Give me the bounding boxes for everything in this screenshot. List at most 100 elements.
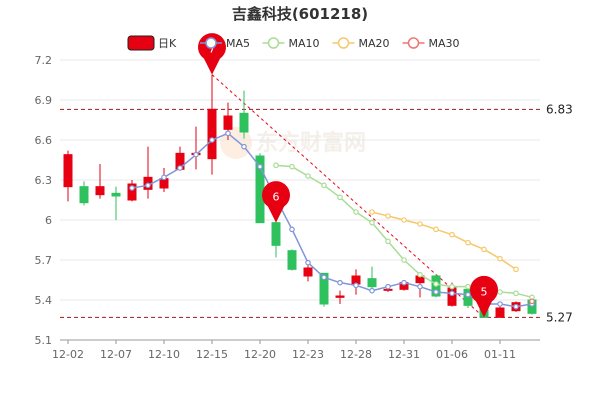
ma-point (401, 217, 407, 223)
y-tick-label: 5.1 (35, 334, 53, 347)
legend-marker-icon (337, 37, 350, 49)
x-tick-label: 12-20 (244, 348, 276, 361)
ma-point (353, 209, 359, 215)
candle-body (223, 115, 233, 130)
candle (95, 164, 105, 199)
ma-point (497, 289, 503, 295)
ma-series-ma20 (369, 209, 519, 273)
ma-point (433, 289, 439, 295)
legend-marker-icon (205, 37, 217, 49)
ma-point (193, 151, 199, 158)
marker-pin-icon (470, 275, 499, 318)
ma-series-ma10 (273, 162, 535, 301)
candle-body (335, 295, 345, 298)
candle-body (95, 186, 105, 196)
ma-point (401, 279, 407, 286)
candle (367, 266, 377, 290)
ma-point (417, 221, 423, 227)
ma-point (145, 182, 151, 189)
legend-label: MA5 (226, 37, 250, 50)
ma-point (417, 271, 423, 278)
candle (207, 74, 217, 175)
ma-point (497, 255, 503, 262)
ma-point (225, 130, 231, 137)
x-tick-label: 12-15 (196, 348, 228, 361)
y-axis: 5.1 5.4 5.7 6 6.3 6.6 6.9 7.2 (35, 54, 53, 347)
candle (335, 290, 345, 304)
x-tick-label: 12-07 (100, 348, 132, 361)
candle (351, 269, 361, 295)
x-tick-label: 12-10 (148, 348, 180, 361)
x-tick-label: 12-23 (292, 348, 324, 361)
candle (63, 150, 73, 202)
chart-title: 吉鑫科技(601218) (232, 5, 368, 23)
x-tick-label: 12-02 (52, 348, 84, 361)
legend-label: 日K (158, 37, 177, 50)
ma-point (417, 283, 423, 290)
ma-point (273, 162, 279, 169)
ma-point (369, 209, 375, 215)
legend-label: MA20 (359, 37, 390, 50)
candle-body (79, 186, 89, 204)
ma-point (289, 163, 295, 170)
ma-point (481, 246, 487, 253)
ma-point (129, 185, 135, 191)
legend-label: MA10 (289, 37, 320, 50)
ma-point (513, 290, 519, 297)
candle (143, 146, 153, 199)
ma-point (241, 143, 247, 150)
candle-body (383, 288, 393, 291)
ma-point (305, 173, 311, 179)
ma-point (513, 303, 519, 310)
candle-body (271, 222, 281, 246)
candle-body (207, 108, 217, 160)
marker-pin-icon (262, 181, 290, 223)
reference-lines: 6.83 5.27 (60, 102, 573, 324)
candle-body (127, 183, 137, 201)
ma-point (209, 137, 215, 143)
reference-label: 6.83 (546, 102, 573, 116)
legend-label: MA30 (429, 37, 460, 50)
ma-point (449, 290, 455, 297)
legend-marker-icon (267, 37, 280, 49)
candle (271, 218, 281, 258)
trend-line-path (211, 74, 485, 318)
ma-point (465, 283, 471, 290)
candle-body (495, 307, 505, 318)
legend-item: MA5 (200, 37, 250, 50)
candle-body (239, 112, 249, 133)
ma-point (289, 226, 295, 233)
ma-point (513, 266, 519, 273)
candle-body (303, 267, 313, 277)
y-tick-label: 6.6 (35, 134, 53, 147)
ma-point (449, 231, 455, 238)
ma-point (433, 281, 439, 287)
ma-point (257, 163, 263, 170)
y-tick-label: 6.9 (35, 94, 53, 107)
ma-point (369, 287, 375, 294)
x-tick-label: 12-31 (388, 348, 420, 361)
ma-line (371, 211, 517, 270)
y-tick-label: 6 (45, 214, 52, 227)
marker-label: 6 (273, 191, 280, 204)
candle (191, 126, 201, 170)
x-tick-label: 01-06 (436, 348, 468, 361)
legend-candle-icon (127, 35, 155, 51)
ma-series-ma30 (529, 298, 535, 305)
reference-label: 5.27 (546, 310, 573, 324)
ma-point (321, 182, 327, 189)
ma-point (465, 239, 471, 246)
x-tick-label: 01-11 (484, 348, 516, 361)
legend-item: MA20 (332, 37, 390, 50)
ma-point (337, 279, 343, 286)
legend-item: MA10 (262, 37, 320, 50)
legend: 日K MA5 MA10 MA20 MA30 (127, 35, 460, 51)
ma-point (449, 283, 455, 290)
candle-body (111, 192, 121, 197)
y-tick-label: 7.2 (35, 54, 53, 67)
ma-point (385, 213, 391, 219)
ma-point (433, 226, 439, 233)
marker-label: 7 (209, 43, 216, 56)
candle (79, 181, 89, 206)
